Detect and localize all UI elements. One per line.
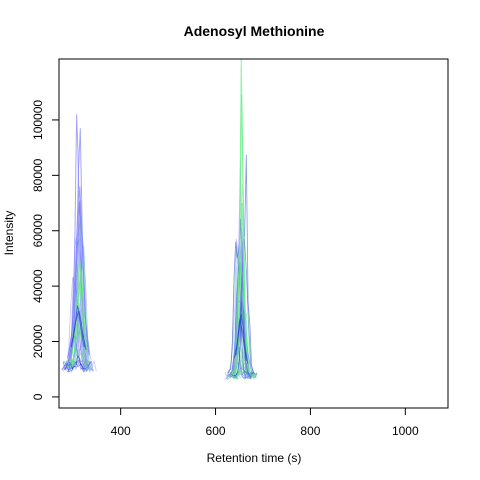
x-tick-label: 1000: [392, 424, 419, 438]
trace-line: [64, 354, 89, 370]
series-line-green: [72, 269, 87, 361]
trace-line: [68, 345, 93, 372]
chart-title: Adenosyl Methionine: [184, 23, 325, 39]
y-tick-label: 60000: [31, 214, 45, 248]
y-axis: 0 20000 40000 60000 80000 100000: [31, 100, 60, 400]
trace-line: [233, 154, 258, 376]
trace-line: [62, 361, 86, 373]
trace-line: [66, 359, 89, 373]
y-tick-label: 40000: [31, 269, 45, 303]
trace-line: [227, 371, 251, 380]
y-tick-label: 0: [31, 393, 45, 400]
series-line-blue: [70, 202, 88, 364]
series-line-darkblue: [72, 310, 85, 348]
y-tick-label: 20000: [31, 325, 45, 359]
trace-line: [65, 329, 90, 373]
trace-line: [67, 360, 92, 374]
series-line-darkblue: [235, 319, 247, 361]
plot-traces: [60, 58, 258, 381]
series-line-blue: [67, 186, 90, 359]
x-tick-label: 800: [300, 424, 320, 438]
x-axis-label: Retention time (s): [207, 451, 302, 465]
y-tick-label: 100000: [31, 100, 45, 140]
x-tick-label: 600: [206, 424, 226, 438]
y-axis-label: Intensity: [2, 211, 16, 256]
series-line-green: [235, 202, 248, 370]
y-tick-label: 80000: [31, 158, 45, 192]
x-tick-label: 400: [111, 424, 131, 438]
trace-line: [233, 313, 257, 380]
trace-line: [227, 241, 248, 379]
x-axis: 400 600 800 1000: [111, 407, 419, 438]
trace-line: [231, 369, 255, 379]
trace-line: [71, 351, 94, 371]
